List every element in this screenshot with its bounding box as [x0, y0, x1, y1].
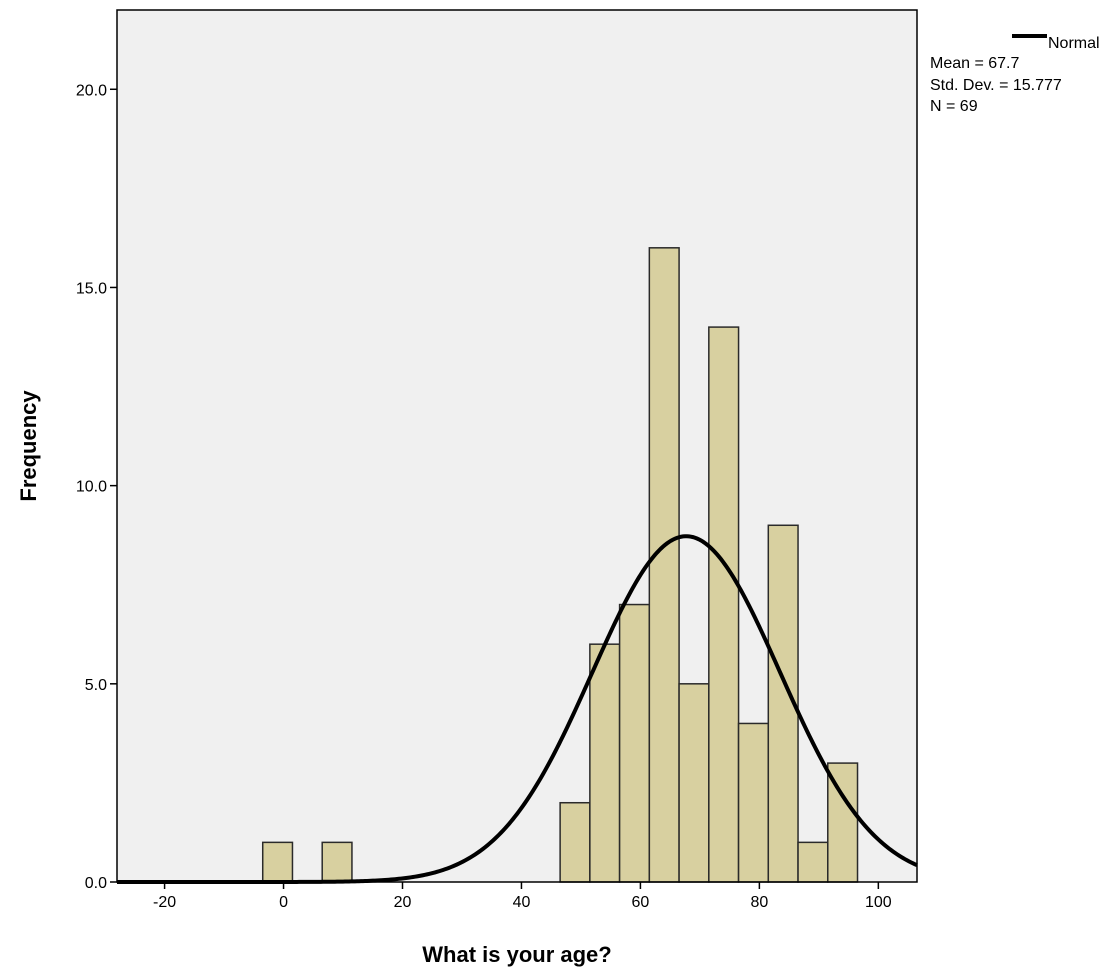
x-tick-label-6: 100: [865, 894, 892, 911]
legend-mean: Mean = 67.7: [930, 55, 1020, 72]
x-axis-title: What is your age?: [422, 942, 611, 967]
x-tick-label-4: 60: [632, 894, 650, 911]
x-tick-label-3: 40: [513, 894, 531, 911]
histogram-bar-2: [559, 801, 591, 883]
legend: Normal Mean = 67.7 Std. Dev. = 15.777 N …: [930, 34, 1100, 115]
histogram-bar-7: [708, 326, 740, 883]
plot-frame: [116, 9, 918, 883]
y-tick-label-2: 10.0: [76, 479, 107, 496]
y-tick-label-0: 0.0: [85, 875, 107, 892]
y-axis-title: Frequency: [16, 390, 41, 502]
histogram-bar-0: [261, 841, 294, 883]
legend-std-dev: Std. Dev. = 15.777: [930, 77, 1062, 94]
histogram-bar-8: [737, 722, 770, 883]
x-tick-label-2: 20: [394, 894, 412, 911]
bars-group: [261, 247, 859, 883]
y-tick-label-4: 20.0: [76, 82, 107, 99]
histogram-bar-4: [618, 603, 651, 883]
histogram-bar-5: [648, 247, 680, 883]
histogram-bar-1: [321, 841, 353, 883]
x-tick-label-0: -20: [153, 894, 176, 911]
legend-n: N = 69: [930, 98, 978, 115]
histogram-bar-6: [678, 683, 710, 883]
legend-entry-normal: Normal: [1048, 35, 1100, 52]
y-tick-label-3: 15.0: [76, 280, 107, 297]
histogram-bar-3: [589, 643, 621, 883]
x-tick-label-1: 0: [279, 894, 288, 911]
x-tick-label-5: 80: [750, 894, 768, 911]
x-axis: -20 0 20 40 60 80 100: [153, 882, 892, 911]
y-tick-label-1: 5.0: [85, 677, 107, 694]
histogram-bar-10: [797, 841, 829, 883]
y-axis: 0.0 5.0 10.0 15.0 20.0: [76, 82, 117, 892]
